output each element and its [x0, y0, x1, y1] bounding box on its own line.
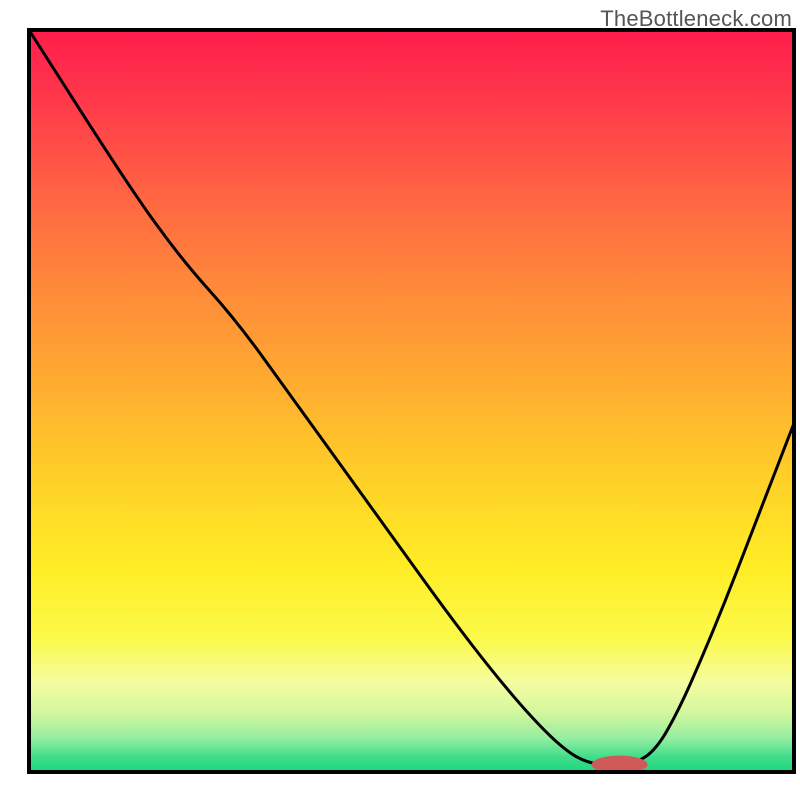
bottleneck-chart-container: TheBottleneck.com [0, 0, 800, 800]
gradient-background [29, 30, 794, 772]
watermark-text: TheBottleneck.com [600, 6, 792, 32]
gradient-curve-chart [0, 0, 800, 800]
